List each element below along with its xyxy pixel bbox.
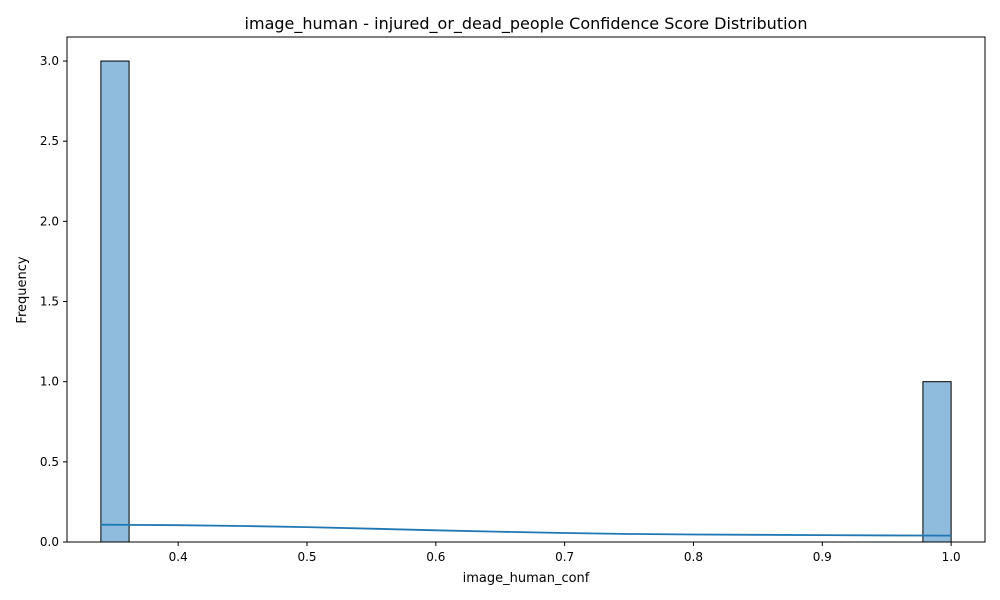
chart-title: image_human - injured_or_dead_people Con…: [245, 14, 808, 34]
x-tick-label: 1.0: [942, 550, 961, 564]
histogram-bars: [100, 60, 952, 543]
x-tick-label: 0.5: [297, 550, 316, 564]
x-tick-label: 0.8: [684, 550, 703, 564]
x-axis-label: image_human_conf: [463, 571, 590, 586]
y-tick-label: 1.5: [40, 295, 59, 309]
y-axis-label: Frequency: [15, 256, 30, 323]
y-tick-label: 2.5: [40, 134, 59, 148]
x-tick-label: 0.7: [555, 550, 574, 564]
x-tick-label: 0.9: [813, 550, 832, 564]
x-tick-label: 0.6: [426, 550, 445, 564]
y-tick-label: 0.0: [40, 535, 59, 549]
y-tick-label: 2.0: [40, 214, 59, 228]
y-axis-ticks: 0.0 0.5 1.0 1.5 2.0 2.5 3.0: [40, 54, 67, 549]
histogram-bar: [100, 60, 130, 543]
plot-frame: [66, 36, 986, 543]
x-tick-label: 0.4: [169, 550, 188, 564]
y-tick-label: 0.5: [40, 455, 59, 469]
y-tick-label: 1.0: [40, 375, 59, 389]
x-axis-ticks: 0.4 0.5 0.6 0.7 0.8 0.9 1.0: [169, 542, 961, 564]
kde-line: [100, 523, 952, 537]
histogram-bar: [922, 381, 952, 543]
y-tick-label: 3.0: [40, 54, 59, 68]
